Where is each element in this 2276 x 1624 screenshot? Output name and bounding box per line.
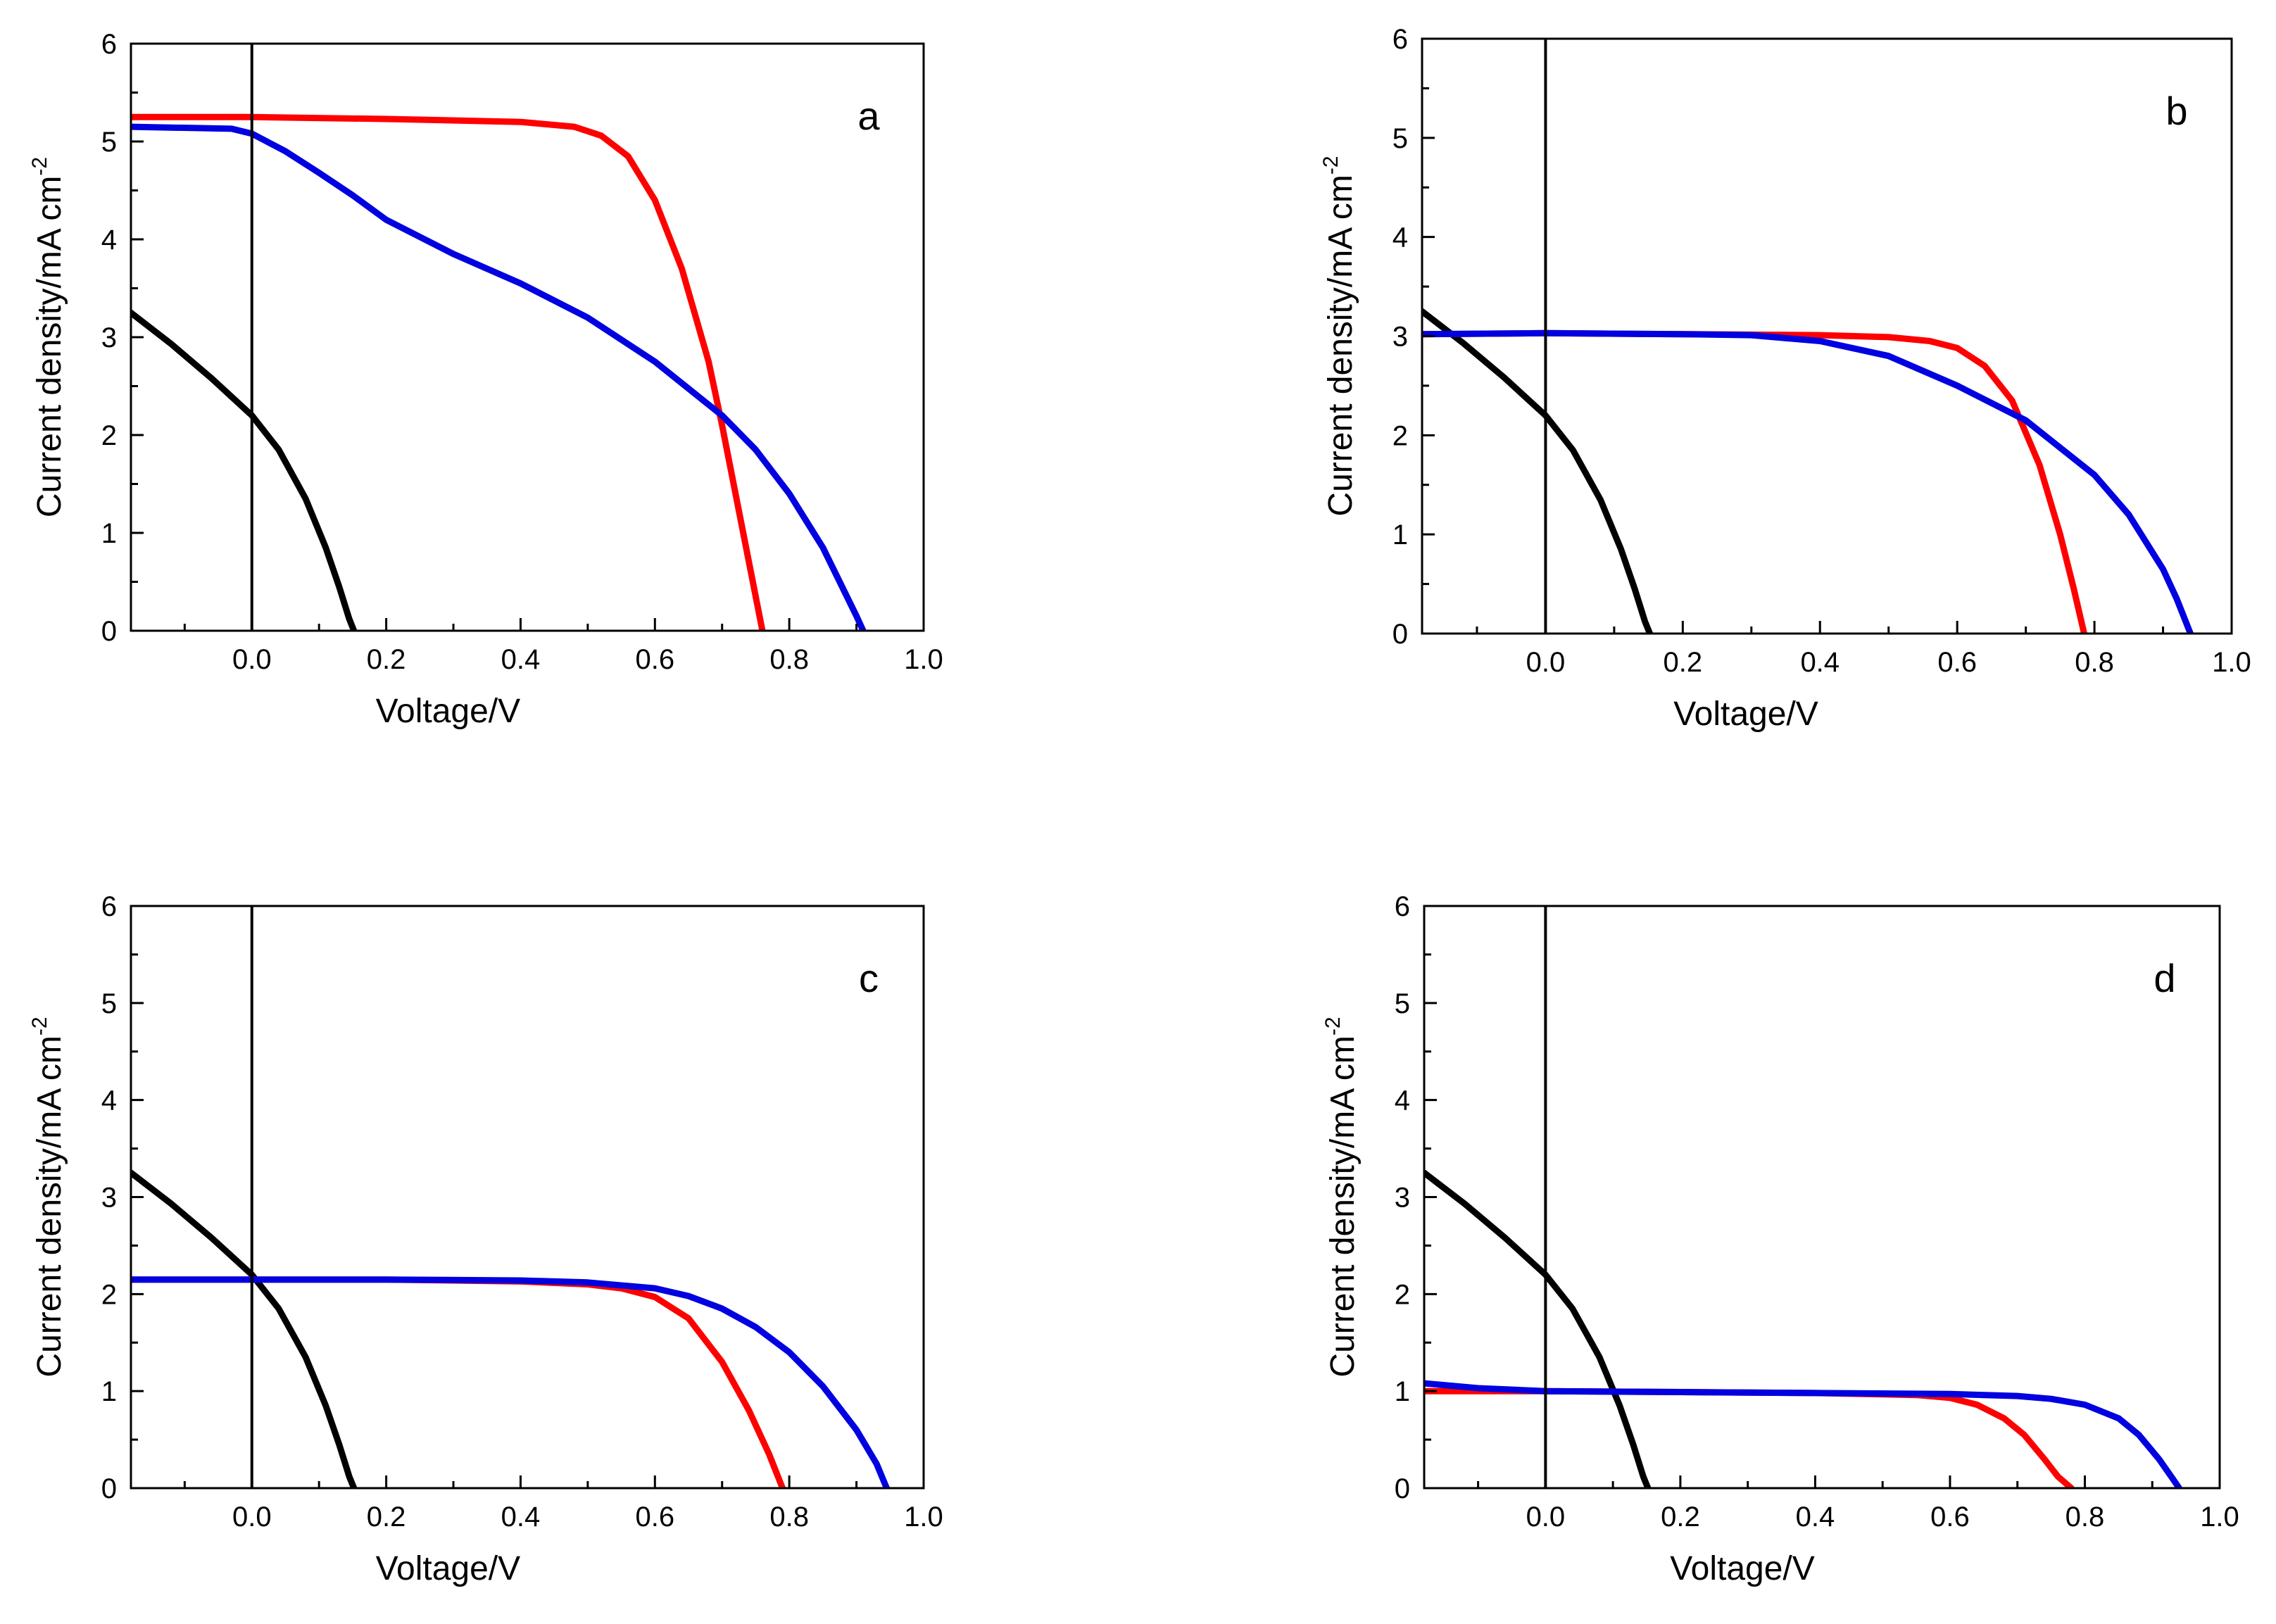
series-black-curve bbox=[1424, 1169, 1652, 1488]
y-axis-title-exponent: -2 bbox=[1319, 156, 1343, 175]
x-tick-label: 0.8 bbox=[769, 644, 809, 675]
y-tick-label: 5 bbox=[1395, 988, 1410, 1019]
x-tick-label: 0.2 bbox=[367, 644, 406, 675]
y-tick-label: 2 bbox=[1395, 1279, 1410, 1310]
series-blue-curve bbox=[1424, 1380, 2182, 1488]
x-tick-label: 0.8 bbox=[769, 1502, 809, 1532]
y-axis-title-exponent: -2 bbox=[1321, 1016, 1345, 1036]
y-tick-label: 4 bbox=[1392, 222, 1408, 253]
x-tick-label: 1.0 bbox=[2212, 647, 2251, 678]
y-axis-title-text: Current density/mA cm bbox=[31, 1036, 68, 1377]
panel-label: d bbox=[2154, 956, 2175, 1000]
series-red-curve bbox=[131, 1276, 786, 1488]
y-tick-label: 1 bbox=[1392, 520, 1408, 550]
curves-b bbox=[1422, 308, 2194, 634]
y-tick-label: 4 bbox=[101, 1085, 117, 1116]
y-tick-label: 1 bbox=[101, 1376, 117, 1407]
x-tick-label: 0.8 bbox=[2075, 647, 2114, 678]
x-tick-label: 0.2 bbox=[367, 1502, 406, 1532]
y-axis-title: Current density/mA cm-2 bbox=[28, 1016, 68, 1377]
y-tick-label: 4 bbox=[1395, 1085, 1410, 1116]
curves-c bbox=[131, 1169, 890, 1488]
panel-c: 0.0 0.2 0.4 0.6 0.8 1.0 0 1 2 3 4 5 6 Voltage/V Curren… bbox=[28, 891, 943, 1587]
y-tick-label: 2 bbox=[101, 420, 117, 451]
y-axis-title-text: Current density/mA cm bbox=[31, 176, 68, 517]
y-tick-label: 6 bbox=[1395, 891, 1410, 922]
y-tick-label: 3 bbox=[101, 322, 117, 353]
panel-d: 0.0 0.2 0.4 0.6 0.8 1.0 0 1 2 3 4 5 6 Voltage/V Curren… bbox=[1321, 891, 2239, 1587]
curves-a bbox=[131, 113, 867, 631]
x-tick-label: 1.0 bbox=[2200, 1502, 2239, 1532]
y-tick-label: 6 bbox=[101, 29, 117, 60]
y-tick-label: 3 bbox=[101, 1183, 117, 1214]
y-axis-title-text: Current density/mA cm bbox=[1322, 175, 1359, 516]
y-axis-title-text: Current density/mA cm bbox=[1324, 1036, 1362, 1377]
y-tick-label: 3 bbox=[1392, 322, 1408, 353]
panel-label: b bbox=[2165, 89, 2187, 133]
x-tick-label: 0.4 bbox=[1796, 1502, 1835, 1532]
panel-label: c bbox=[859, 956, 879, 1000]
x-tick-label: 0.8 bbox=[2066, 1502, 2105, 1532]
x-axis-title: Voltage/V bbox=[1673, 695, 1818, 733]
x-axis-title: Voltage/V bbox=[376, 1550, 521, 1587]
y-tick-label: 0 bbox=[101, 616, 117, 647]
x-tick-label: 0.2 bbox=[1664, 647, 1703, 678]
x-tick-label: 0.6 bbox=[1937, 647, 1977, 678]
x-axis-title: Voltage/V bbox=[1670, 1550, 1815, 1587]
x-tick-label: 0.6 bbox=[636, 644, 675, 675]
x-tick-label: 0.0 bbox=[1526, 1502, 1566, 1532]
y-tick-label: 5 bbox=[1392, 123, 1408, 154]
x-tick-label: 0.6 bbox=[1930, 1502, 1970, 1532]
series-red-curve bbox=[131, 113, 766, 631]
plot-frame bbox=[130, 905, 925, 1490]
y-tick-label: 1 bbox=[1395, 1376, 1410, 1407]
x-tick-label: 0.4 bbox=[1800, 647, 1840, 678]
series-blue-curve bbox=[131, 123, 867, 631]
series-black-curve bbox=[131, 1169, 358, 1488]
x-tick-label: 0.0 bbox=[232, 1502, 272, 1532]
y-tick-label: 5 bbox=[101, 127, 117, 158]
curves-d bbox=[1424, 1169, 2182, 1488]
x-tick-label: 0.6 bbox=[636, 1502, 675, 1532]
y-tick-label: 6 bbox=[101, 891, 117, 922]
y-tick-label: 0 bbox=[101, 1473, 117, 1504]
x-tick-label: 1.0 bbox=[904, 1502, 943, 1532]
y-tick-label: 0 bbox=[1392, 619, 1408, 650]
x-tick-label: 0.0 bbox=[232, 644, 272, 675]
panel-b: 0.0 0.2 0.4 0.6 0.8 1.0 0 1 2 3 4 5 6 Voltage/V Curren… bbox=[1319, 24, 2251, 733]
y-axis-title: Current density/mA cm-2 bbox=[28, 157, 68, 517]
y-tick-label: 6 bbox=[1392, 24, 1408, 55]
series-red-curve bbox=[1422, 329, 2087, 634]
series-black-curve bbox=[1422, 308, 1654, 634]
y-tick-label: 2 bbox=[101, 1279, 117, 1310]
y-tick-label: 3 bbox=[1395, 1183, 1410, 1214]
y-tick-label: 2 bbox=[1392, 420, 1408, 451]
y-tick-label: 4 bbox=[101, 225, 117, 256]
series-black-curve bbox=[131, 309, 358, 631]
y-tick-label: 5 bbox=[101, 988, 117, 1019]
x-tick-label: 0.0 bbox=[1526, 647, 1566, 678]
y-axis-title: Current density/mA cm-2 bbox=[1319, 156, 1359, 516]
x-tick-label: 0.2 bbox=[1661, 1502, 1700, 1532]
plot-frame bbox=[1423, 905, 2221, 1490]
y-axis-title: Current density/mA cm-2 bbox=[1321, 1016, 1362, 1377]
panel-a: 0.0 0.2 0.4 0.6 0.8 1.0 0 1 2 3 4 5 6 Voltage/V Curren… bbox=[28, 29, 943, 730]
series-blue-curve bbox=[1422, 329, 2194, 634]
series-red-curve bbox=[1424, 1387, 2075, 1488]
x-tick-label: 0.4 bbox=[501, 644, 541, 675]
x-tick-label: 1.0 bbox=[904, 644, 943, 675]
y-axis-title-exponent: -2 bbox=[28, 157, 51, 176]
x-tick-label: 0.4 bbox=[501, 1502, 541, 1532]
series-blue-curve bbox=[131, 1276, 890, 1488]
y-tick-label: 1 bbox=[101, 518, 117, 549]
y-axis-title-exponent: -2 bbox=[28, 1016, 51, 1036]
panel-label: a bbox=[857, 94, 880, 138]
x-axis-title: Voltage/V bbox=[376, 693, 521, 730]
y-tick-label: 0 bbox=[1395, 1473, 1410, 1504]
